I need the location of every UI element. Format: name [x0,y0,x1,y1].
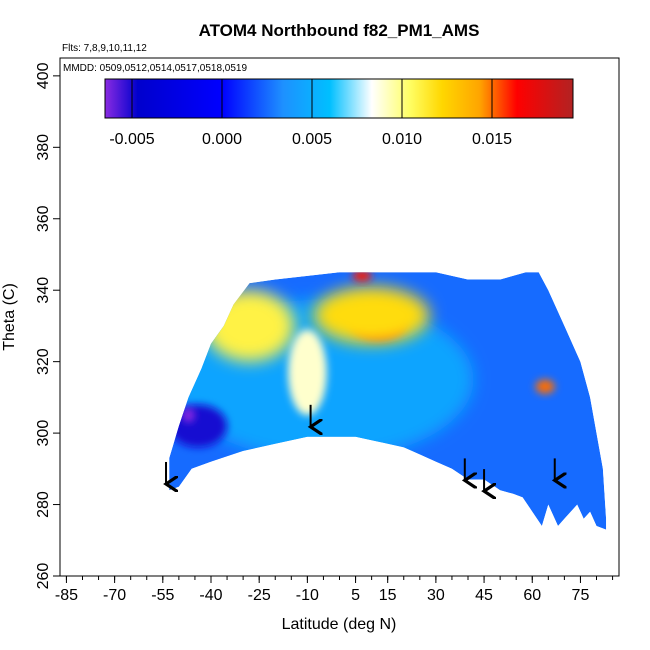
colorbar-fill [104,78,574,119]
dates-subtitle: MMDD: 0509,0512,0514,0517,0518,0519 [63,63,247,74]
heatmap-feature-red-top [352,272,372,282]
flights-subtitle: Flts: 7,8,9,10,11,12 [62,43,147,54]
y-tick-label: 300 [35,420,52,447]
x-tick-label: -10 [296,587,319,604]
colorbar: -0.005 0.000 0.005 0.010 0.015 [104,78,574,148]
y-tick-label: 340 [35,277,52,304]
heatmap-feature-blue-min [169,404,228,448]
colorbar-tick-label: -0.005 [109,131,154,148]
x-tick-label: -85 [55,587,78,604]
y-axis: 260 280 300 320 340 360 380 400 [35,62,60,589]
x-axis: -85 -70 -55 -40 -25 -10 5 15 30 45 60 75 [55,576,614,604]
x-tick-label: 15 [379,587,397,604]
colorbar-tick-label: 0.010 [382,131,422,148]
y-tick-label: 280 [35,491,52,518]
heatmap-feature-yellow-v [288,329,327,416]
x-tick-label: 45 [475,587,493,604]
x-tick-label: 75 [572,587,590,604]
heatmap-feature-yellow-orange [204,290,295,362]
colorbar-tick-label: 0.015 [472,131,512,148]
arrows [166,404,555,491]
x-tick-label: -55 [151,587,174,604]
y-tick-label: 260 [35,563,52,590]
colorbar-tick-label: 0.005 [292,131,332,148]
x-tick-label: -40 [199,587,222,604]
y-tick-label: 380 [35,134,52,161]
heatmap-feature-orange [313,286,430,344]
colorbar-tick-label: 0.000 [202,131,242,148]
heatmap-feature-purple-min [182,408,195,423]
y-tick-label: 360 [35,205,52,232]
chart-title: ATOM4 Northbound f82_PM1_AMS [199,21,480,40]
x-tick-label: 5 [351,587,360,604]
heatmap-field [169,272,607,530]
x-tick-label: 60 [523,587,541,604]
x-tick-label: 30 [427,587,445,604]
y-tick-label: 400 [35,62,52,89]
heatmap-feature-red-spot [535,379,555,394]
x-tick-label: -25 [248,587,271,604]
x-tick-label: -70 [103,587,126,604]
y-axis-label: Theta (C) [1,283,18,351]
y-tick-label: 320 [35,348,52,375]
x-axis-label: Latitude (deg N) [282,616,397,633]
